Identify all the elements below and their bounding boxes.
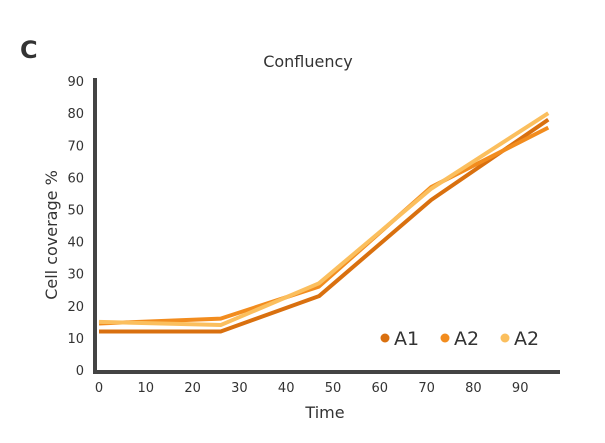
legend-marker	[440, 333, 450, 343]
y-tick-label: 70	[67, 139, 84, 154]
y-tick-label: 90	[67, 75, 84, 90]
chart-title: Confluency	[263, 52, 353, 71]
series-line-2	[98, 125, 550, 326]
legend-label: A2	[454, 328, 479, 350]
x-axis-label: Time	[304, 403, 344, 422]
legend-label: A2	[514, 328, 539, 350]
x-tick-label: 20	[184, 381, 201, 396]
y-tick-label: 40	[67, 236, 84, 251]
legend-marker	[500, 333, 510, 343]
x-tick-label: 0	[95, 381, 103, 396]
x-tick-label: 40	[278, 381, 295, 396]
x-tick-label: 30	[231, 381, 248, 396]
y-tick-label: 60	[67, 171, 84, 186]
legend-marker	[380, 333, 390, 343]
x-tick-label: 60	[372, 381, 389, 396]
x-tick-label: 50	[325, 381, 342, 396]
x-tick-label: 70	[418, 381, 435, 396]
series-line-1	[99, 117, 550, 334]
x-tick-label: 10	[138, 381, 155, 396]
y-tick-label: 50	[67, 204, 84, 219]
panel-label: C	[20, 36, 38, 64]
y-tick-label: 20	[67, 300, 84, 315]
x-tick-label: 80	[465, 381, 482, 396]
legend-label: A1	[394, 328, 419, 350]
x-tick-label: 90	[512, 381, 529, 396]
y-tick-label: 30	[67, 268, 84, 283]
y-tick-label: 0	[76, 364, 84, 379]
y-axis-label: Cell coverage %	[42, 170, 61, 300]
series-line-3	[98, 111, 550, 328]
y-tick-label: 80	[67, 107, 84, 122]
y-tick-label: 10	[67, 332, 84, 347]
